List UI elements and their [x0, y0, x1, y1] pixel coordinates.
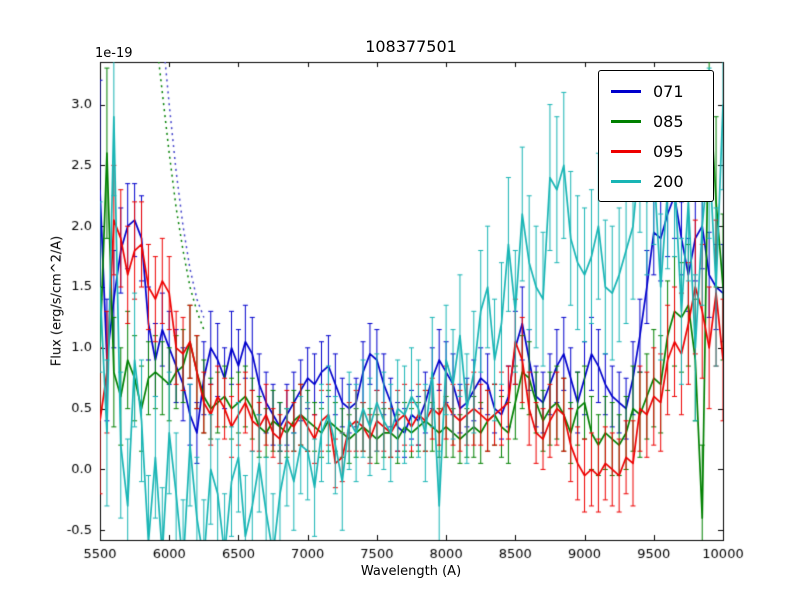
x-axis-label: Wavelength (A): [360, 564, 462, 579]
legend-entry: 071: [599, 76, 713, 106]
legend-entry: 095: [599, 136, 713, 166]
y-axis-label: Flux (erg/s/cm^2/A): [49, 235, 65, 367]
legend-label: 071: [653, 81, 684, 101]
y-axis-offset-label: 1e-19: [95, 46, 133, 61]
legend-label: 085: [653, 111, 684, 131]
legend-line-swatch: [611, 179, 641, 183]
legend-label: 095: [653, 141, 684, 161]
legend-entry: 085: [599, 106, 713, 136]
chart-title: 108377501: [365, 37, 457, 56]
legend-line-swatch: [611, 89, 641, 93]
legend-entry: 200: [599, 166, 713, 196]
legend-line-swatch: [611, 119, 641, 123]
legend-line-swatch: [611, 149, 641, 153]
legend: 071 085 095 200: [598, 70, 714, 202]
legend-label: 200: [653, 171, 684, 191]
